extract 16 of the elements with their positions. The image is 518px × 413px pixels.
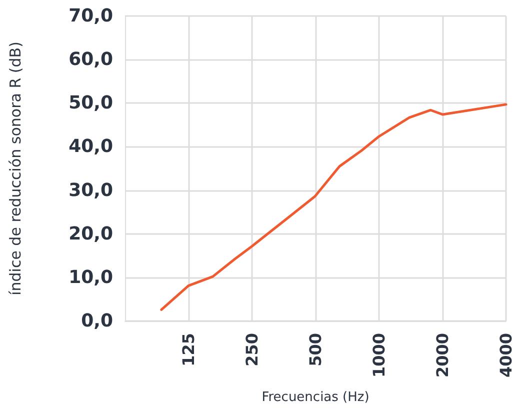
x-tick-label: 4000	[496, 333, 516, 378]
x-axis-title: Frecuencias (Hz)	[262, 390, 370, 405]
x-tick-label: 125	[179, 333, 198, 366]
x-tick-label: 250	[242, 333, 262, 366]
y-tick-label: 10,0	[68, 266, 113, 288]
y-tick-label: 60,0	[68, 49, 113, 70]
y-tick-label: 40,0	[68, 136, 113, 158]
y-tick-label: 50,0	[68, 92, 113, 114]
x-tick-label: 2000	[433, 333, 452, 378]
y-tick-label: 30,0	[68, 180, 113, 201]
y-axis-title: índice de reducción sonora R (dB)	[6, 42, 24, 296]
y-tick-label: 0,0	[81, 310, 113, 332]
y-tick-label: 70,0	[68, 6, 113, 26]
x-tick-label: 500	[306, 333, 325, 366]
x-tick-label: 1000	[370, 333, 388, 378]
y-tick-label: 20,0	[68, 223, 113, 244]
